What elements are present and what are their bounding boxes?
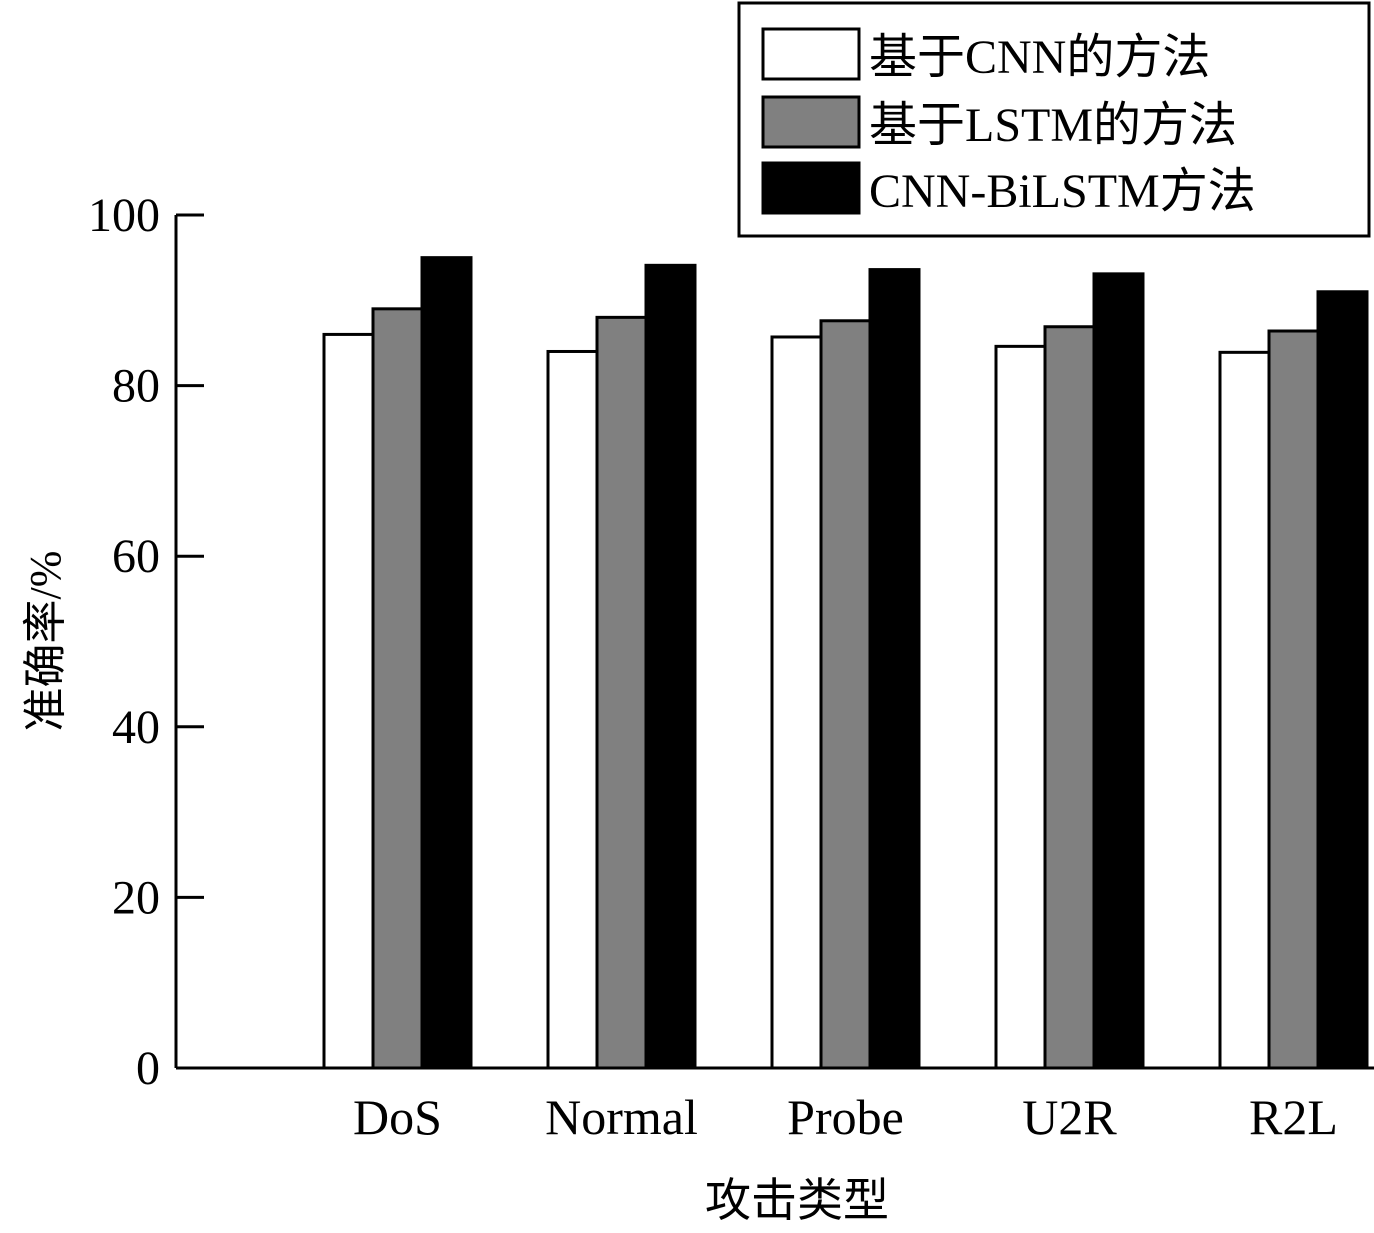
y-axis-label: 准确率/% xyxy=(21,551,70,732)
y-tick-label: 20 xyxy=(112,871,160,924)
axes-group xyxy=(174,215,1374,1070)
bar xyxy=(819,319,872,1070)
x-tick-label: DoS xyxy=(353,1089,442,1145)
bar xyxy=(994,344,1047,1070)
bar xyxy=(420,256,473,1070)
y-ticks-group: 0 20 40 60 80 100 xyxy=(88,189,204,1095)
y-tick-label: 60 xyxy=(112,530,160,583)
y-tick-label: 100 xyxy=(88,189,160,242)
legend-label: CNN-BiLSTM方法 xyxy=(869,165,1256,218)
bar xyxy=(868,268,921,1070)
x-axis-label: 攻击类型 xyxy=(705,1175,889,1226)
legend-swatch xyxy=(761,161,861,215)
bar xyxy=(1316,290,1369,1070)
legend-label: 基于LSTM的方法 xyxy=(869,99,1237,152)
bar xyxy=(644,263,697,1070)
x-ticks-group: DoS Normal Probe U2R R2L xyxy=(353,1089,1338,1145)
y-tick-label: 40 xyxy=(112,701,160,754)
x-tick-label: Normal xyxy=(545,1089,698,1145)
legend-label: 基于CNN的方法 xyxy=(869,31,1210,84)
legend-swatch xyxy=(761,95,861,149)
bar xyxy=(371,307,424,1070)
bar xyxy=(1043,325,1096,1070)
x-tick-label: Probe xyxy=(787,1089,904,1145)
bar xyxy=(322,332,375,1070)
bar xyxy=(1218,350,1271,1070)
y-tick-label: 0 xyxy=(136,1042,160,1095)
legend-swatch xyxy=(761,27,861,81)
y-tick-label: 80 xyxy=(112,360,160,413)
bar xyxy=(1092,272,1145,1070)
x-tick-label: U2R xyxy=(1022,1089,1117,1145)
x-tick-label: R2L xyxy=(1249,1089,1338,1145)
bar xyxy=(546,349,599,1070)
bars-group xyxy=(322,256,1369,1070)
bar xyxy=(770,335,823,1070)
bar xyxy=(1267,329,1320,1070)
bar xyxy=(595,315,648,1070)
